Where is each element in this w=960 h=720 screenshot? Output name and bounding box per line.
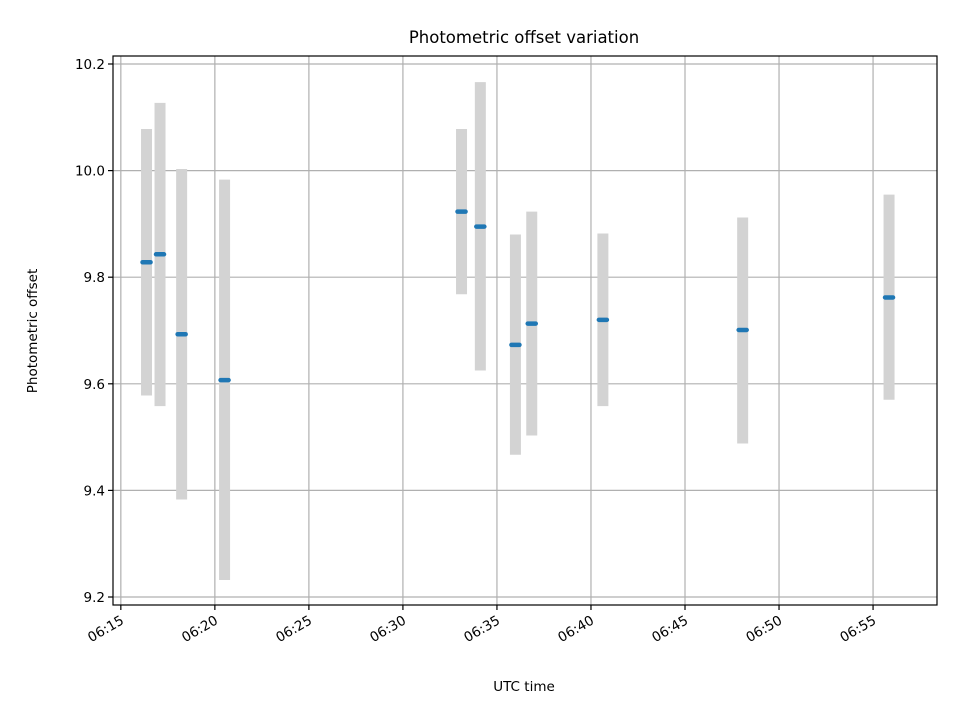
grid xyxy=(113,56,937,605)
y-tick-label: 9.2 xyxy=(84,590,105,606)
data-points xyxy=(140,209,896,383)
x-tick-label: 06:15 xyxy=(85,613,127,646)
plot-frame xyxy=(112,55,938,606)
x-tick-label: 06:25 xyxy=(273,613,315,646)
x-axis-label: UTC time xyxy=(493,679,555,695)
y-tick-label: 10.0 xyxy=(75,164,105,180)
x-tick-label: 06:40 xyxy=(555,613,597,646)
x-tick-label: 06:50 xyxy=(743,613,785,646)
x-tick-label: 06:45 xyxy=(649,613,691,646)
x-axis-ticks: 06:15 06:20 06:25 06:30 06:35 06:40 06:45 06:50… xyxy=(85,605,879,646)
y-axis-ticks: 9.2 9.4 9.6 9.8 10.0 10.2 xyxy=(75,57,113,606)
y-tick-label: 9.8 xyxy=(84,270,105,286)
y-tick-label: 9.6 xyxy=(84,377,105,393)
error-bars xyxy=(141,82,895,580)
x-tick-label: 06:55 xyxy=(837,613,879,646)
y-axis-label: Photometric offset xyxy=(25,269,41,393)
y-tick-label: 10.2 xyxy=(75,57,105,73)
chart-title: Photometric offset variation xyxy=(409,28,639,47)
x-tick-label: 06:30 xyxy=(367,613,409,646)
y-tick-label: 9.4 xyxy=(84,483,105,499)
x-tick-label: 06:20 xyxy=(179,613,221,646)
x-tick-label: 06:35 xyxy=(461,613,503,646)
